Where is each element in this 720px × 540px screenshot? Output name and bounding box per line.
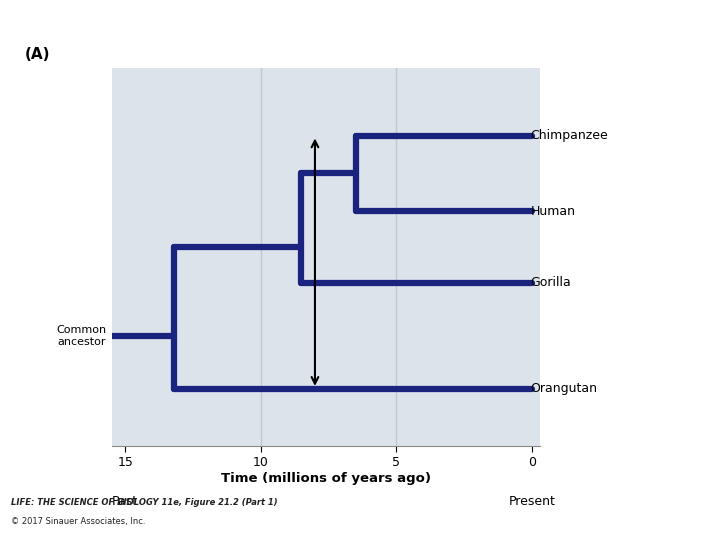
Text: Present: Present xyxy=(508,495,555,508)
Text: (A): (A) xyxy=(25,47,50,62)
Text: Orangutan: Orangutan xyxy=(531,382,598,395)
Text: Past: Past xyxy=(112,495,138,508)
Text: © 2017 Sinauer Associates, Inc.: © 2017 Sinauer Associates, Inc. xyxy=(11,517,145,526)
Text: Human: Human xyxy=(531,205,575,218)
Text: Figure 21.2  How to Read a Phylogenetic Tree (Part 1): Figure 21.2 How to Read a Phylogenetic T… xyxy=(7,13,397,28)
Text: Common
ancestor: Common ancestor xyxy=(56,325,106,347)
X-axis label: Time (millions of years ago): Time (millions of years ago) xyxy=(221,472,431,485)
Text: Gorilla: Gorilla xyxy=(531,276,571,289)
Text: Chimpanzee: Chimpanzee xyxy=(531,129,608,142)
Text: LIFE: THE SCIENCE OF BIOLOGY 11e, Figure 21.2 (Part 1): LIFE: THE SCIENCE OF BIOLOGY 11e, Figure… xyxy=(11,498,277,507)
